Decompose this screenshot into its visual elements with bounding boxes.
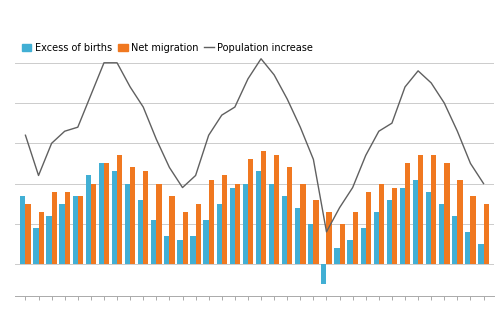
Bar [78,196,83,264]
Bar [326,212,332,264]
Bar [366,192,371,264]
Bar [170,196,175,264]
Bar [471,196,476,264]
Bar [261,151,266,264]
Bar [235,184,240,264]
Bar [256,171,261,264]
Bar [269,184,274,264]
Bar [413,180,418,264]
Bar [392,187,397,264]
Bar [484,204,489,264]
Bar [339,224,345,264]
Bar [59,204,65,264]
Bar [452,216,458,264]
Bar [204,220,209,264]
Bar [196,204,201,264]
Bar [38,212,44,264]
Bar [86,175,91,264]
Bar [51,192,57,264]
Bar [400,187,405,264]
Bar [248,159,253,264]
Bar [156,184,162,264]
Bar [99,164,104,264]
Bar [164,236,170,264]
Bar [222,175,227,264]
Bar [190,236,196,264]
Bar [138,200,143,264]
Bar [287,167,292,264]
Bar [431,156,437,264]
Bar [91,184,96,264]
Bar [308,224,313,264]
Bar [112,171,117,264]
Bar [313,200,319,264]
Bar [479,244,484,264]
Bar [20,196,25,264]
Bar [183,212,188,264]
Bar [444,164,450,264]
Bar [230,187,235,264]
Bar [405,164,410,264]
Bar [458,180,463,264]
Bar [439,204,444,264]
Bar [65,192,70,264]
Bar [104,164,109,264]
Bar [347,240,353,264]
Bar [379,184,384,264]
Bar [243,184,248,264]
Bar [387,200,392,264]
Bar [426,192,431,264]
Bar [72,196,78,264]
Bar [353,212,358,264]
Bar [334,248,339,264]
Bar [143,171,149,264]
Bar [465,232,471,264]
Bar [209,180,214,264]
Bar [274,156,279,264]
Bar [177,240,183,264]
Bar [130,167,135,264]
Bar [117,156,122,264]
Bar [25,204,30,264]
Bar [295,208,300,264]
Bar [360,228,366,264]
Bar [217,204,222,264]
Bar [282,196,287,264]
Bar [151,220,156,264]
Bar [418,156,423,264]
Bar [374,212,379,264]
Bar [33,228,38,264]
Bar [46,216,51,264]
Bar [125,184,130,264]
Legend: Excess of births, Net migration, Population increase: Excess of births, Net migration, Populat… [20,41,315,55]
Bar [300,184,305,264]
Bar [321,264,326,284]
